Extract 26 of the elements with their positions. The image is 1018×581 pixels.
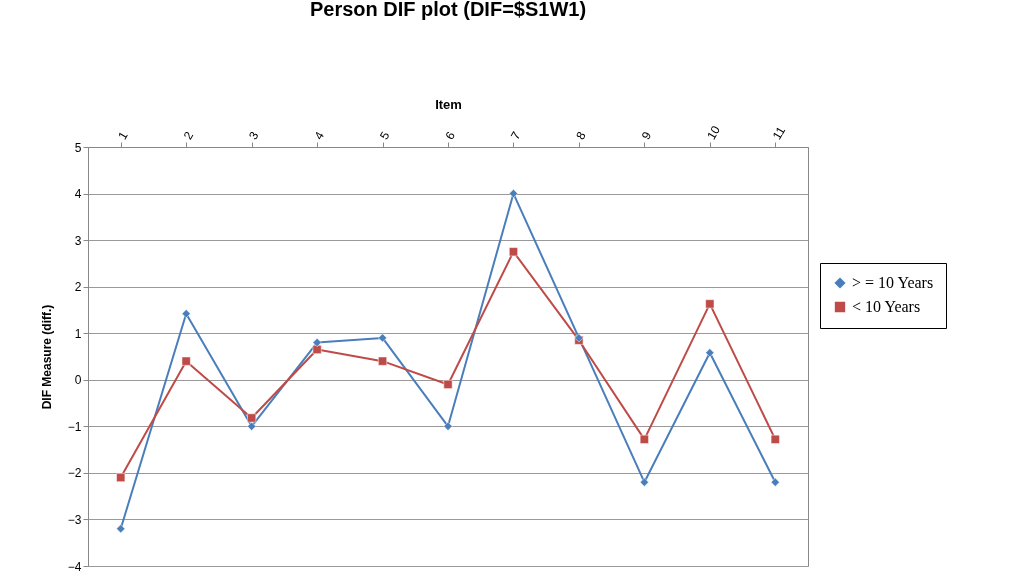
x-tick-label: 9	[638, 128, 655, 142]
x-tick-label: 3	[246, 128, 262, 142]
y-axis-title: DIF Measure (diff.)	[39, 304, 54, 410]
x-tick-label: 2	[180, 128, 197, 142]
y-tick-label: 5	[74, 140, 82, 155]
legend-label: > = 10 Years	[852, 274, 934, 291]
y-tick-label: −2	[67, 466, 82, 481]
x-tick-label: 7	[507, 128, 524, 142]
y-tick-label: 0	[74, 373, 82, 388]
x-tick-label: 8	[573, 128, 589, 142]
x-tick-label: 11	[769, 123, 789, 142]
x-tick-label: 4	[311, 128, 328, 142]
x-tick-label: 6	[442, 128, 459, 142]
y-tick-label: −1	[67, 419, 82, 434]
y-tick-label: −4	[67, 559, 82, 574]
y-tick-label: 2	[74, 280, 82, 295]
y-tick-label: 1	[74, 326, 82, 341]
chart-title: Person DIF plot (DIF=$S1W1)	[309, 0, 587, 21]
y-tick-label: −3	[67, 512, 82, 527]
x-tick-label: 10	[704, 123, 724, 142]
legend-label: < 10 Years	[852, 298, 921, 315]
x-tick-label: 1	[115, 128, 131, 142]
x-tick-label: 5	[376, 128, 393, 142]
y-tick-label: 4	[74, 187, 82, 202]
y-tick-label: 3	[74, 233, 82, 248]
x-axis-title: Item	[435, 96, 462, 112]
